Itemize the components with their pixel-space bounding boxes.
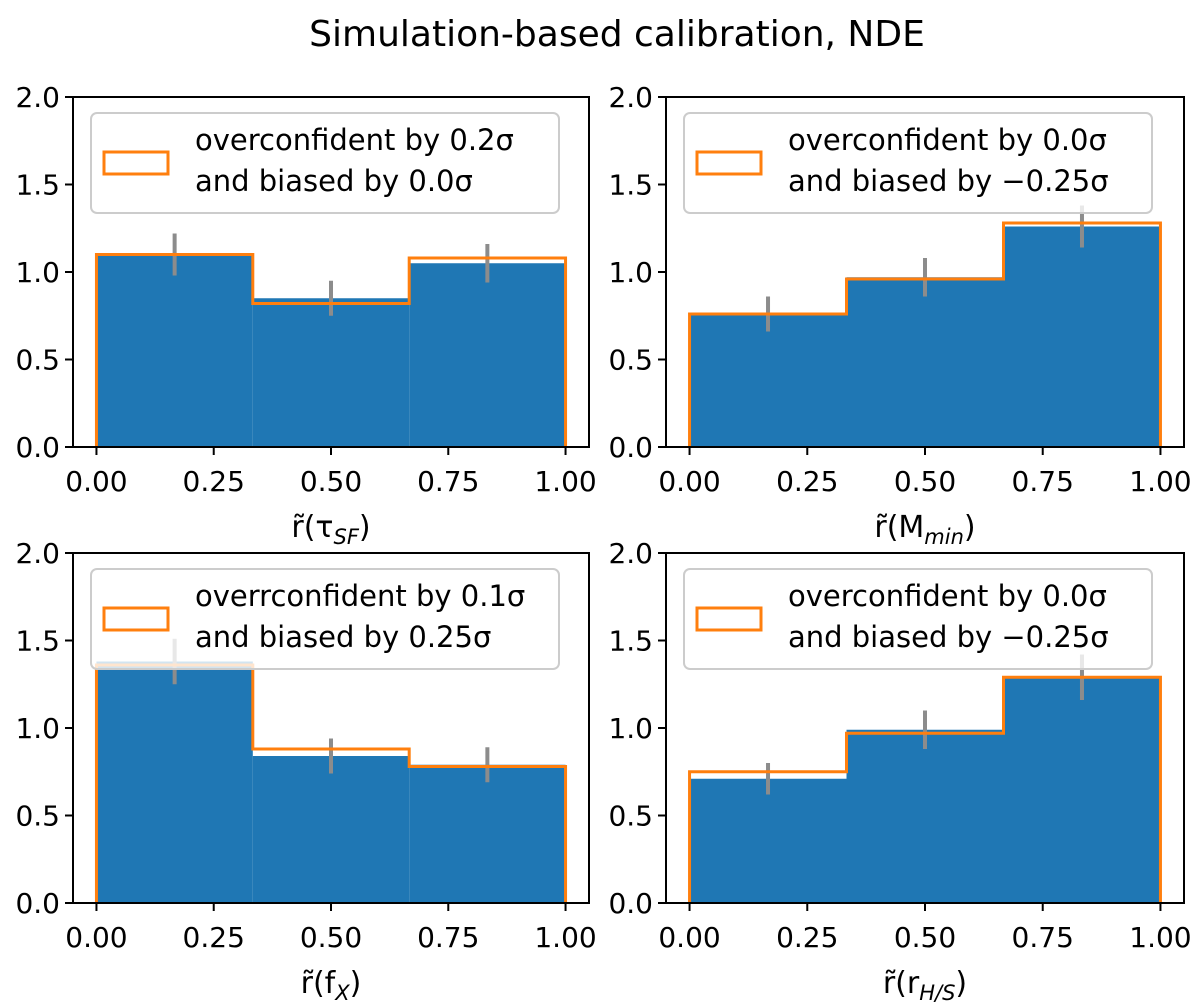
y-tick-label: 0.5 (15, 344, 60, 377)
chart-panel-top-right: 0.0 0.5 1.0 1.5 2.0 0.00 0.25 0.50 0.75 1.00 r̃(Mm… (608, 81, 1191, 549)
legend-label: and biased by −0.25σ (788, 620, 1109, 654)
legend-box (90, 112, 560, 214)
x-tick-label: 0.00 (65, 921, 127, 954)
step-outline (94, 253, 568, 447)
y-tick-label: 1.5 (608, 169, 653, 202)
x-tick-label: 0.75 (417, 921, 479, 954)
chart-panel-bottom-left: 0.0 0.5 1.0 1.5 2.0 0.00 0.25 0.50 0.75 1.00 r̃(fX… (15, 537, 596, 1004)
x-tick-label: 0.25 (776, 921, 838, 954)
y-tick-label: 0.0 (608, 887, 653, 920)
y-tick-label: 0.0 (15, 887, 60, 920)
x-tick-label: 1.00 (1129, 921, 1191, 954)
legend-label: overrconfident by 0.1σ (195, 579, 525, 613)
legend-label: overconfident by 0.0σ (788, 579, 1107, 613)
y-tick-label: 0.0 (15, 431, 60, 464)
panels: 0.0 0.5 1.0 1.5 2.0 0.00 0.25 0.50 0.75 1.00 r̃(τS… (15, 81, 1191, 1004)
legend: overconfident by 0.0σ and biased by −0.25… (683, 568, 1153, 670)
y-tick-label: 0.5 (608, 344, 653, 377)
x-tick-label: 0.50 (300, 921, 362, 954)
x-tick-label: 0.00 (65, 465, 127, 498)
step-outline (688, 675, 1162, 903)
x-tick-label: 0.00 (658, 921, 720, 954)
x-axis-label: r̃(rH/S) (883, 966, 967, 1004)
legend-swatch (695, 150, 763, 176)
legend-box (90, 568, 560, 670)
x-axis-label: r̃(Mmin) (874, 510, 975, 549)
x-tick-label: 0.75 (1012, 921, 1074, 954)
legend: overconfident by 0.0σ and biased by −0.25… (683, 112, 1153, 214)
legend: overconfident by 0.2σ and biased by 0.0σ (90, 112, 560, 214)
legend-label: overconfident by 0.0σ (788, 123, 1107, 157)
legend-swatch (102, 150, 170, 176)
legend-label: and biased by 0.0σ (195, 164, 473, 198)
x-axis-label: r̃(fX) (301, 966, 362, 1004)
y-tick-label: 1.0 (608, 712, 653, 745)
legend-box (683, 568, 1153, 670)
legend-swatch (102, 606, 170, 632)
y-tick-label: 2.0 (608, 81, 653, 114)
chart-panel-top-left: 0.0 0.5 1.0 1.5 2.0 0.00 0.25 0.50 0.75 1.00 r̃(τS… (15, 81, 596, 549)
y-tick-label: 2.0 (15, 537, 60, 570)
bar (252, 756, 410, 903)
legend-label: and biased by −0.25σ (788, 164, 1109, 198)
x-tick-label: 0.75 (1012, 465, 1074, 498)
y-tick-label: 0.5 (15, 800, 60, 833)
bar (846, 729, 1004, 903)
step-outline (688, 221, 1162, 447)
y-tick-label: 1.0 (15, 712, 60, 745)
y-tick-label: 2.0 (15, 81, 60, 114)
legend-label: overconfident by 0.2σ (195, 123, 514, 157)
y-tick-label: 1.5 (608, 625, 653, 658)
x-tick-label: 1.00 (1129, 465, 1191, 498)
legend-label: and biased by 0.25σ (195, 620, 491, 654)
bar (689, 314, 847, 447)
x-tick-label: 0.50 (300, 465, 362, 498)
x-tick-label: 1.00 (534, 921, 596, 954)
bar (252, 298, 410, 447)
figure-title: Simulation-based calibration, NDE (309, 14, 925, 55)
x-tick-label: 0.50 (894, 465, 956, 498)
bar (96, 254, 253, 447)
x-tick-label: 0.50 (894, 921, 956, 954)
bar (1003, 677, 1161, 903)
x-tick-label: 0.25 (183, 921, 245, 954)
x-tick-label: 0.00 (658, 465, 720, 498)
y-tick-label: 1.5 (15, 625, 60, 658)
bar (409, 764, 566, 903)
x-tick-label: 0.25 (776, 465, 838, 498)
y-tick-label: 0.5 (608, 800, 653, 833)
bar (1003, 226, 1161, 447)
y-tick-label: 1.0 (608, 256, 653, 289)
x-tick-label: 0.75 (417, 465, 479, 498)
y-tick-label: 1.5 (15, 169, 60, 202)
chart-panel-bottom-right: 0.0 0.5 1.0 1.5 2.0 0.00 0.25 0.50 0.75 1.00 r̃(rH… (608, 537, 1191, 1004)
x-tick-label: 1.00 (534, 465, 596, 498)
bar (96, 661, 253, 903)
legend-swatch (695, 606, 763, 632)
y-tick-label: 1.0 (15, 256, 60, 289)
bar (846, 277, 1004, 447)
y-tick-label: 0.0 (608, 431, 653, 464)
bar (689, 778, 847, 903)
x-tick-label: 0.25 (183, 465, 245, 498)
x-axis-label: r̃(τSF) (291, 510, 370, 549)
y-tick-label: 2.0 (608, 537, 653, 570)
legend-box (683, 112, 1153, 214)
legend: overrconfident by 0.1σ and biased by 0.25… (90, 568, 560, 670)
bar (409, 263, 566, 447)
